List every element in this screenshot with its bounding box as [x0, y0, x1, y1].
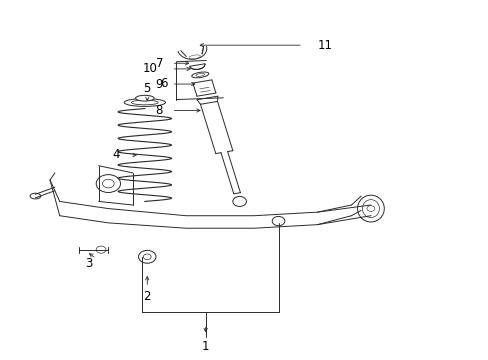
Ellipse shape: [131, 100, 158, 105]
Ellipse shape: [189, 55, 200, 59]
Text: 10: 10: [142, 62, 157, 75]
Text: 9: 9: [155, 77, 163, 91]
Circle shape: [96, 175, 120, 193]
Text: 7: 7: [155, 57, 163, 70]
Text: 2: 2: [143, 289, 151, 303]
Circle shape: [232, 197, 246, 206]
Text: 3: 3: [85, 257, 92, 270]
Text: 1: 1: [202, 339, 209, 352]
Circle shape: [96, 246, 106, 253]
Ellipse shape: [362, 200, 379, 217]
Text: 11: 11: [317, 39, 331, 52]
Text: 6: 6: [160, 77, 168, 90]
Text: 8: 8: [155, 104, 163, 117]
Circle shape: [366, 206, 374, 211]
Ellipse shape: [191, 72, 208, 78]
Circle shape: [143, 254, 151, 260]
Ellipse shape: [30, 193, 41, 199]
Circle shape: [138, 250, 156, 263]
Text: 4: 4: [112, 148, 119, 162]
Circle shape: [102, 179, 114, 188]
Text: 5: 5: [143, 82, 151, 95]
Circle shape: [272, 216, 285, 226]
Ellipse shape: [124, 99, 165, 107]
Ellipse shape: [135, 95, 154, 101]
Ellipse shape: [196, 73, 204, 76]
Ellipse shape: [357, 195, 384, 222]
